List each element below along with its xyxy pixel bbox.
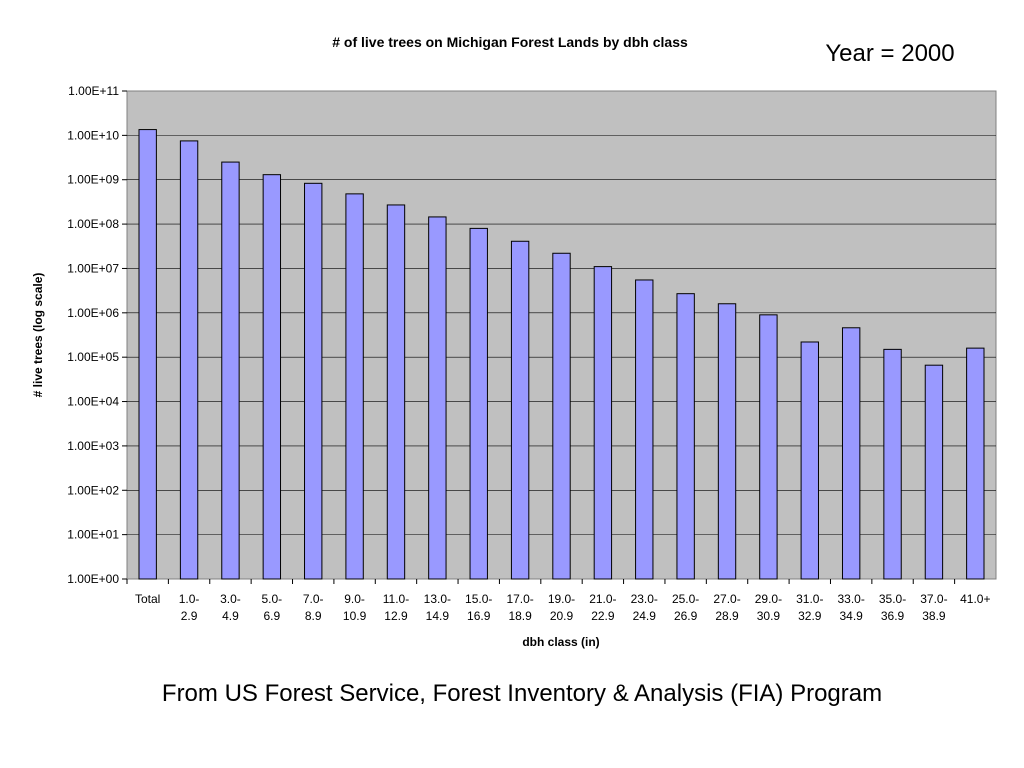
bar	[883, 348, 902, 580]
x-tick-label: 25.0-26.9	[672, 592, 699, 623]
x-tick-label: 9.0-10.9	[343, 592, 367, 623]
y-axis-label: # live trees (log scale)	[31, 273, 45, 398]
bar	[635, 279, 654, 580]
x-tick-label: 1.0-2.9	[179, 592, 200, 623]
y-tick-label: 1.00E+11	[68, 84, 119, 98]
x-tick-label: 7.0-8.9	[303, 592, 324, 623]
bar	[924, 364, 944, 580]
x-tick-label: 15.0-16.9	[465, 592, 492, 623]
x-tick-label: 11.0-12.9	[383, 592, 409, 623]
bar	[304, 182, 323, 580]
bar	[345, 193, 364, 580]
x-tick-label: 21.0-22.9	[589, 592, 616, 623]
bars	[138, 129, 985, 580]
bar	[179, 140, 199, 580]
bar	[262, 174, 282, 580]
bar	[510, 240, 530, 580]
year-label: Year = 2000	[825, 40, 955, 67]
y-tick-label: 1.00E+08	[67, 217, 119, 231]
y-tick-label: 1.00E+01	[67, 528, 119, 542]
y-tick-label: 1.00E+03	[67, 439, 119, 453]
y-tick-label: 1.00E+04	[67, 395, 119, 409]
x-tick-label: 27.0-28.9	[713, 592, 740, 623]
x-tick-label: 17.0-18.9	[506, 592, 533, 623]
bar	[800, 341, 819, 580]
x-tick-labels: Total 1.0-2.9 3.0-4.9 5.0-6.9 7.0-8.9 9.0-10.…	[126, 579, 990, 623]
y-tick-label: 1.00E+00	[67, 572, 119, 586]
x-tick-label: 29.0-30.9	[755, 592, 782, 623]
y-tick-label: 1.00E+06	[67, 306, 119, 320]
bar	[759, 314, 778, 580]
y-tick-label: 1.00E+05	[67, 350, 119, 364]
x-axis-label: dbh class (in)	[522, 635, 599, 649]
x-tick-label: 35.0-36.9	[879, 592, 906, 623]
y-tick-label: 1.00E+10	[67, 128, 119, 142]
x-tick-label: 33.0-34.9	[837, 592, 864, 623]
y-tick-label: 1.00E+07	[67, 261, 119, 275]
x-tick-label: 41.0+	[960, 592, 990, 606]
x-tick-label: 13.0-14.9	[424, 592, 451, 623]
bar	[138, 129, 157, 580]
x-tick-label: 37.0-38.9	[920, 592, 947, 623]
bar	[717, 303, 737, 580]
bar	[966, 347, 985, 580]
y-tick-labels: 1.00E+00 1.00E+01 1.00E+02 1.00E+03 1.00E+04…	[67, 84, 127, 586]
bar	[552, 252, 571, 580]
x-tick-label: Total	[135, 592, 160, 606]
y-tick-label: 1.00E+02	[67, 483, 119, 497]
bar	[469, 227, 488, 580]
bar	[221, 161, 240, 580]
chart-title: # of live trees on Michigan Forest Lands…	[332, 34, 688, 50]
bar	[593, 266, 613, 580]
x-tick-label: 3.0-4.9	[220, 592, 241, 623]
x-tick-label: 23.0-24.9	[631, 592, 658, 623]
x-tick-label: 5.0-6.9	[261, 592, 282, 623]
bar	[676, 293, 695, 580]
source-note: From US Forest Service, Forest Inventory…	[161, 680, 883, 707]
x-tick-label: 19.0-20.9	[548, 592, 575, 623]
bar	[428, 216, 447, 580]
x-tick-label: 31.0-32.9	[796, 592, 823, 623]
bar	[841, 327, 861, 580]
bar	[386, 204, 406, 580]
y-tick-label: 1.00E+09	[67, 173, 119, 187]
